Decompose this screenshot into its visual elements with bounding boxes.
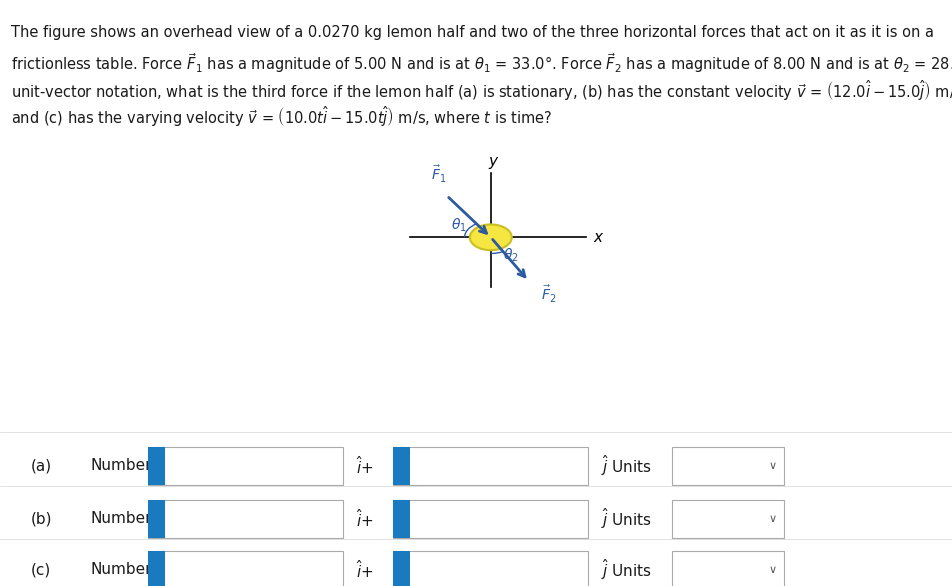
Text: unit-vector notation, what is the third force if the lemon half (a) is stationar: unit-vector notation, what is the third …	[11, 78, 952, 103]
FancyBboxPatch shape	[148, 447, 165, 485]
Text: $\hat{j}$ Units: $\hat{j}$ Units	[601, 557, 652, 582]
Text: (b): (b)	[30, 511, 52, 526]
FancyBboxPatch shape	[671, 499, 783, 538]
Text: $\vec{F}_2$: $\vec{F}_2$	[541, 284, 556, 305]
FancyBboxPatch shape	[392, 447, 587, 485]
Text: ∨: ∨	[767, 513, 776, 524]
FancyBboxPatch shape	[671, 551, 783, 586]
FancyBboxPatch shape	[392, 551, 409, 586]
Text: i: i	[154, 459, 158, 472]
Text: $x$: $x$	[592, 230, 604, 245]
Text: (a): (a)	[30, 458, 51, 473]
Text: $y$: $y$	[487, 155, 499, 171]
Text: i: i	[399, 512, 403, 525]
Text: $\hat{i}$+: $\hat{i}$+	[356, 558, 373, 581]
Text: ∨: ∨	[767, 461, 776, 471]
FancyBboxPatch shape	[148, 499, 165, 538]
Text: $\vec{F}_1$: $\vec{F}_1$	[431, 164, 446, 185]
FancyBboxPatch shape	[671, 447, 783, 485]
Text: $\theta_1$: $\theta_1$	[451, 217, 466, 234]
Text: Number: Number	[90, 458, 152, 473]
Text: Number: Number	[90, 511, 152, 526]
Text: $\theta_2$: $\theta_2$	[503, 246, 518, 264]
Text: i: i	[154, 512, 158, 525]
Text: i: i	[399, 459, 403, 472]
FancyBboxPatch shape	[148, 551, 165, 586]
FancyBboxPatch shape	[148, 551, 343, 586]
Text: $\hat{j}$ Units: $\hat{j}$ Units	[601, 506, 652, 531]
Text: ∨: ∨	[767, 564, 776, 575]
Text: i: i	[399, 563, 403, 576]
Text: Number: Number	[90, 562, 152, 577]
Text: i: i	[154, 563, 158, 576]
FancyBboxPatch shape	[392, 447, 409, 485]
FancyBboxPatch shape	[392, 499, 587, 538]
Text: (c): (c)	[30, 562, 50, 577]
Text: and (c) has the varying velocity $\vec{v}$ = $\left(10.0t\hat{i} - 15.0t\hat{j}\: and (c) has the varying velocity $\vec{v…	[11, 104, 552, 129]
FancyBboxPatch shape	[392, 551, 587, 586]
Text: $\hat{i}$+: $\hat{i}$+	[356, 507, 373, 530]
Circle shape	[469, 224, 511, 250]
Text: The figure shows an overhead view of a 0.0270 kg lemon half and two of the three: The figure shows an overhead view of a 0…	[11, 25, 934, 40]
Text: $\hat{j}$ Units: $\hat{j}$ Units	[601, 454, 652, 478]
Text: frictionless table. Force $\vec{F}_1$ has a magnitude of 5.00 N and is at $\thet: frictionless table. Force $\vec{F}_1$ ha…	[11, 52, 952, 76]
FancyBboxPatch shape	[148, 499, 343, 538]
FancyBboxPatch shape	[148, 447, 343, 485]
FancyBboxPatch shape	[392, 499, 409, 538]
Text: $\hat{i}$+: $\hat{i}$+	[356, 455, 373, 477]
